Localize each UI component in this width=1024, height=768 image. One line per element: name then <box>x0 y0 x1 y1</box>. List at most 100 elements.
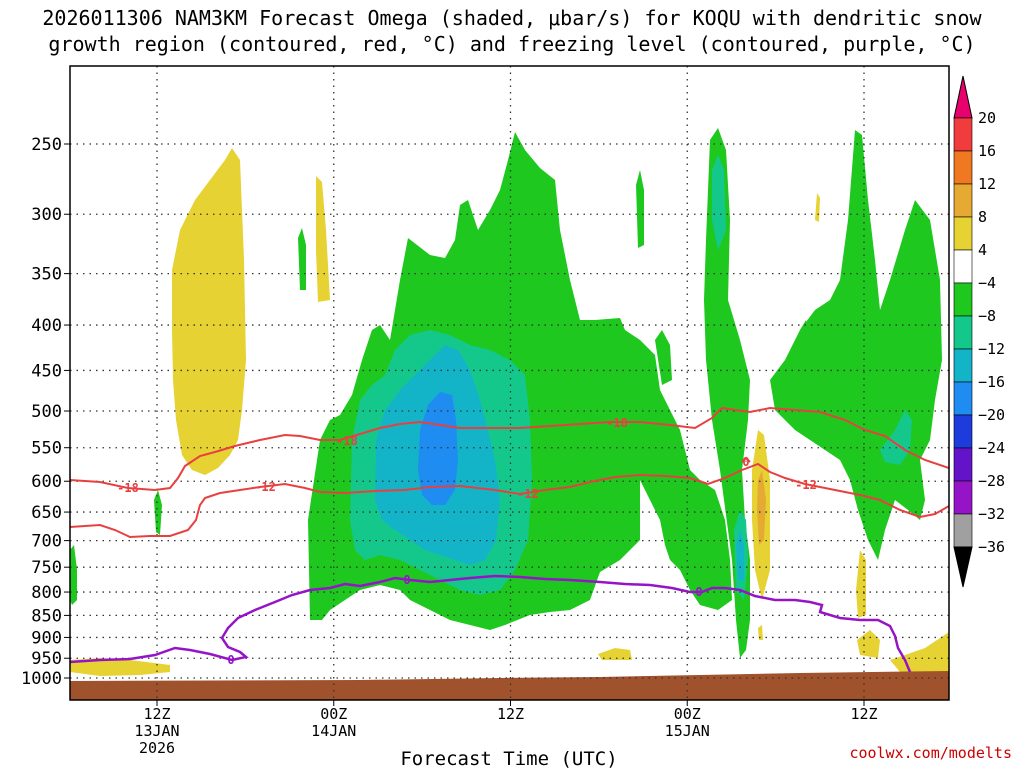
colorbar-label: 16 <box>978 142 996 160</box>
y-axis-tick-labels: 2503003504004505005506006507007508008509… <box>21 135 62 689</box>
contour-zero-red-line <box>741 456 751 463</box>
colorbar-label: 20 <box>978 109 996 127</box>
colorbar-swatch <box>953 513 973 548</box>
omega-shade-up-west-1 <box>70 545 77 605</box>
colorbar-label: 4 <box>978 241 987 259</box>
colorbar-top-arrow <box>953 75 973 119</box>
omega-shade-up-west-2 <box>154 490 162 535</box>
x-tick-label: 12Z <box>143 705 170 723</box>
omega-shade-down-9 <box>598 648 632 660</box>
contour-label: 0 <box>695 585 702 599</box>
contour-label: 0 <box>742 455 749 469</box>
colorbar-bottom-arrow <box>953 546 973 588</box>
colorbar-swatch <box>953 381 973 416</box>
colorbar-label: −24 <box>978 439 1005 457</box>
colorbar-swatch <box>953 348 973 383</box>
omega-shade-down-5 <box>757 470 766 545</box>
colorbar-swatch <box>953 480 973 515</box>
colorbar-swatch <box>953 117 973 152</box>
contour-label: -12 <box>517 487 539 501</box>
omega-shading <box>70 128 949 676</box>
y-tick-label: 250 <box>31 135 62 155</box>
omega-shade-down-1 <box>172 148 246 475</box>
y-tick-label: 500 <box>31 402 62 422</box>
chart-title-line-2: growth region (contoured, red, °C) and f… <box>48 32 975 56</box>
pressure-gridlines <box>64 143 949 679</box>
x-tick-label: 12Z <box>497 705 524 723</box>
colorbar-label: −28 <box>978 472 1005 490</box>
omega-shade-up-moderate-4 <box>880 410 912 465</box>
y-tick-label: 800 <box>31 583 62 603</box>
colorbar-swatch <box>953 282 973 317</box>
colorbar-swatch <box>953 216 973 251</box>
colorbar-swatch <box>953 447 973 482</box>
colorbar-swatch <box>953 183 973 218</box>
colorbar-swatch <box>953 414 973 449</box>
chart-title-line-1: 2026011306 NAM3KM Forecast Omega (shaded… <box>42 6 982 30</box>
y-tick-label: 450 <box>31 361 62 381</box>
y-tick-label: 950 <box>31 649 62 669</box>
y-tick-label: 700 <box>31 532 62 552</box>
y-tick-label: 850 <box>31 606 62 626</box>
x-tick-label: 12Z <box>850 705 877 723</box>
colorbar-label: −12 <box>978 340 1005 358</box>
contour-label: -18 <box>336 434 358 448</box>
colorbar-label: −16 <box>978 373 1005 391</box>
colorbar-swatch <box>953 150 973 185</box>
contour-label: -12 <box>795 478 817 492</box>
y-tick-label: 750 <box>31 558 62 578</box>
contour-freezing-line <box>70 574 912 673</box>
omega-shade-up-col-1 <box>298 228 306 290</box>
contour-label: -12 <box>254 480 276 494</box>
omega-shade-down-8 <box>857 630 880 658</box>
y-tick-label: 900 <box>31 628 62 648</box>
x-axis-label: Forecast Time (UTC) <box>400 748 617 768</box>
colorbar-label: −36 <box>978 538 1005 556</box>
x-tick-label: 00Z <box>320 705 347 723</box>
contour-lines <box>70 406 949 673</box>
omega-shade-up-stronger-1 <box>418 392 458 505</box>
colorbar-label: −8 <box>978 307 996 325</box>
y-tick-label: 300 <box>31 205 62 225</box>
contour-label: 0 <box>403 573 410 587</box>
y-tick-label: 600 <box>31 472 62 492</box>
omega-shade-down-2 <box>316 176 330 302</box>
contour-minus12-line <box>70 462 949 539</box>
y-tick-label: 650 <box>31 503 62 523</box>
terrain-ground <box>70 671 949 700</box>
colorbar-swatch <box>953 315 973 350</box>
y-tick-label: 550 <box>31 439 62 459</box>
colorbar: 20 16 12 8 4 −4 −8 −12 −16 −20 −24 −28 −32 −36 <box>953 75 1005 588</box>
colorbar-label: 8 <box>978 208 987 226</box>
y-tick-label: 400 <box>31 316 62 336</box>
omega-shade-up-moderate-2 <box>712 155 726 250</box>
x-tick-label: 13JAN <box>134 722 179 740</box>
contour-label: -18 <box>117 481 139 495</box>
contour-label: -18 <box>606 416 628 430</box>
colorbar-label: −32 <box>978 505 1005 523</box>
contour-minus18-line <box>70 406 949 492</box>
omega-shade-down-11 <box>70 658 170 676</box>
omega-shade-up-col-2 <box>636 170 644 248</box>
colorbar-label: −20 <box>978 406 1005 424</box>
contour-label: 0 <box>227 653 234 667</box>
x-tick-label: 00Z <box>674 705 701 723</box>
omega-shade-down-12 <box>758 625 763 640</box>
time-gridlines <box>156 66 865 706</box>
omega-shade-up-col-4 <box>800 320 810 360</box>
x-tick-label: 15JAN <box>665 722 710 740</box>
colorbar-swatch <box>953 249 973 284</box>
contour-labels: -18 -18 -18 -12 -12 -12 0 0 0 0 <box>117 416 817 667</box>
x-tick-label: 2026 <box>139 739 175 757</box>
colorbar-label: −4 <box>978 274 996 292</box>
y-tick-label: 1000 <box>21 669 62 689</box>
credit-text: coolwx.com/modelts <box>849 744 1012 762</box>
omega-shade-up-col-3 <box>655 330 672 385</box>
colorbar-label: 12 <box>978 175 996 193</box>
x-tick-label: 14JAN <box>311 722 356 740</box>
plot-frame <box>69 65 950 701</box>
omega-shade-up-strong-2 <box>736 530 744 580</box>
y-tick-label: 350 <box>31 265 62 285</box>
